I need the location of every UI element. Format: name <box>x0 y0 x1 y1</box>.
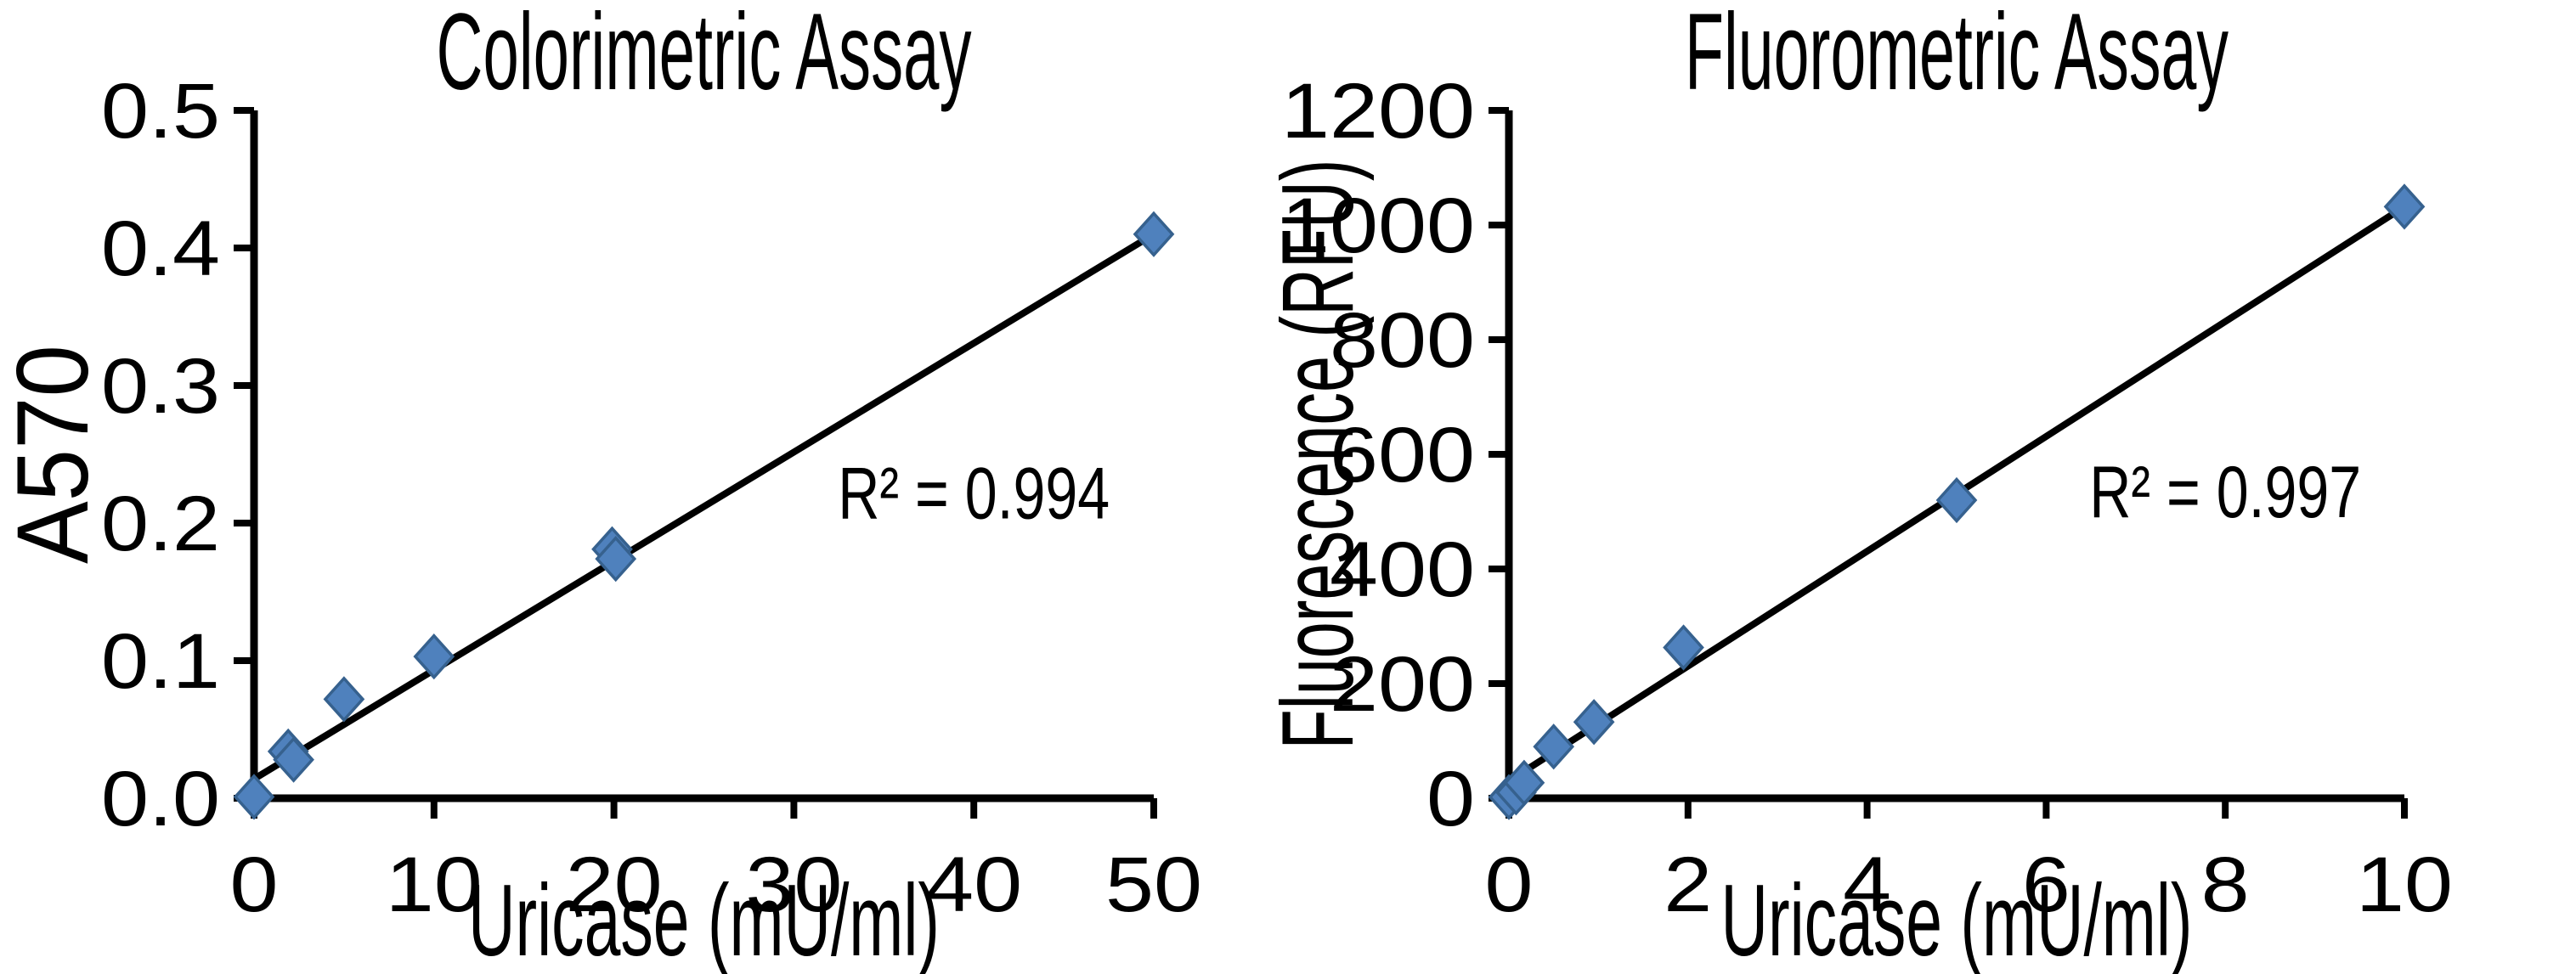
chart-panel-1: 0 10 20 30 40 50 0.0 0.1 0.2 0.3 0.4 0.5 R² = 0.994 C… <box>0 0 1202 974</box>
x-tick-label: 40 <box>925 842 1022 928</box>
data-point-diamond <box>1503 759 1545 806</box>
data-point-diamond <box>413 633 455 680</box>
y-tick-label: 600 <box>1330 412 1475 498</box>
x-tick-label: 10 <box>2356 842 2453 928</box>
data-point-diamond <box>595 536 637 583</box>
y-tick-label: 1000 <box>1281 183 1475 269</box>
x-tick-label: 50 <box>1105 842 1202 928</box>
x-axis-label: Uricase (mU/ml) <box>1721 864 2193 974</box>
r-squared-label: R² = 0.994 <box>838 453 1110 534</box>
x-tick-label: 2 <box>1664 842 1712 928</box>
y-axis-label: Fluorescence (RFU) <box>1261 160 1375 750</box>
data-point-diamond <box>273 736 314 783</box>
y-tick-label: 800 <box>1330 297 1475 384</box>
r-squared-label: R² = 0.997 <box>2089 452 2361 533</box>
x-tick-label: 4 <box>1843 842 1891 928</box>
data-point-diamond <box>2383 183 2426 230</box>
y-tick-label: 0.4 <box>101 205 220 292</box>
data-point-diamond <box>1533 723 1575 770</box>
x-tick-label: 8 <box>2201 842 2250 928</box>
data-point-diamond <box>323 676 365 723</box>
data-point-diamond <box>1133 211 1175 257</box>
y-tick-label: 0.3 <box>101 343 220 430</box>
x-tick-label: 30 <box>745 842 842 928</box>
x-tick-label: 6 <box>2022 842 2070 928</box>
data-point-diamond <box>233 774 275 820</box>
x-tick-label: 20 <box>566 842 663 928</box>
x-axis-label: Uricase (mU/ml) <box>468 864 940 974</box>
y-tick-label: 400 <box>1330 526 1475 613</box>
y-tick-label: 200 <box>1330 641 1475 728</box>
chart-title: Fluorometric Assay <box>1685 0 2229 113</box>
y-tick-label: 1200 <box>1281 68 1475 155</box>
data-point-diamond <box>1573 699 1615 746</box>
y-axis-label: A570 <box>0 345 110 564</box>
chart-title: Colorimetric Assay <box>437 0 972 113</box>
x-tick-label: 0 <box>230 842 279 928</box>
x-tick-label: 0 <box>1485 842 1534 928</box>
y-tick-label: 0 <box>1426 756 1475 842</box>
y-tick-label: 0.5 <box>101 68 220 155</box>
y-tick-label: 0.1 <box>101 618 220 705</box>
x-tick-label: 10 <box>386 842 483 928</box>
chart-panel-2: 0 2 4 6 8 10 0 200 400 600 800 1000 1200 R² = 0.997 Fl… <box>1261 0 2453 974</box>
y-tick-label: 0.2 <box>101 481 220 567</box>
data-point-diamond <box>1935 476 1978 524</box>
y-tick-label: 0.0 <box>101 756 220 842</box>
trend-line <box>251 230 1157 783</box>
data-point-diamond <box>1663 624 1704 671</box>
